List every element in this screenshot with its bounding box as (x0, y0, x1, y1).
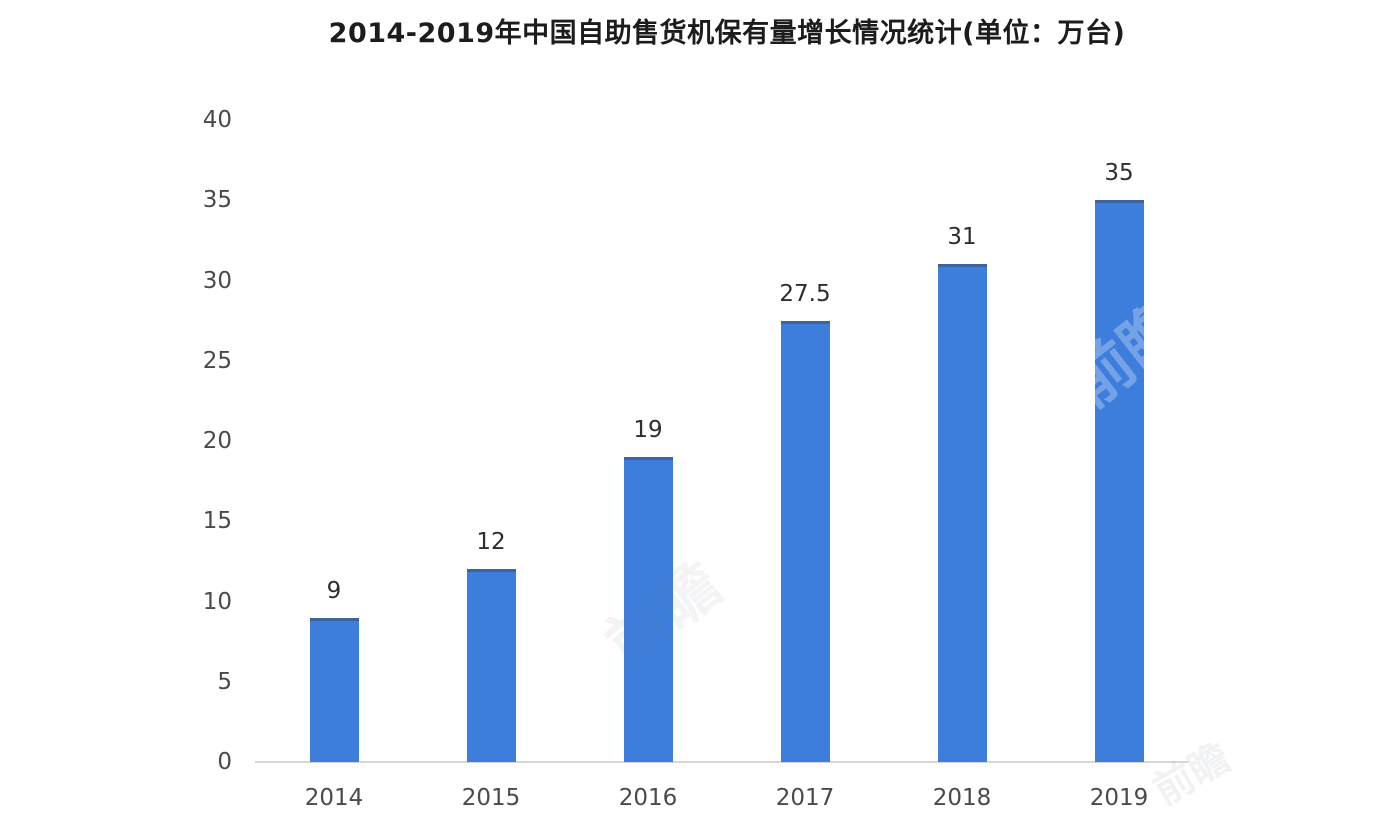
value-label-2017: 27.5 (779, 281, 831, 307)
x-axis-line (255, 761, 1188, 763)
y-tick-label-15: 15 (202, 508, 232, 535)
y-tick-label-10: 10 (202, 588, 232, 615)
y-tick-label-20: 20 (202, 428, 232, 454)
y-tick-label-0: 0 (217, 749, 232, 775)
bar-2019 (1094, 200, 1144, 762)
y-tick-label-30: 30 (202, 267, 232, 294)
value-label-2016: 19 (633, 417, 663, 443)
bar-2018 (937, 264, 987, 762)
y-tick-label-25: 25 (202, 347, 232, 374)
value-label-2018: 31 (947, 224, 977, 250)
bar-2014 (309, 618, 359, 762)
x-tick-label-2017: 2017 (775, 785, 835, 811)
x-tick-label-2016: 2016 (618, 785, 678, 811)
value-label-2019: 35 (1104, 160, 1134, 186)
x-tick-label-2015: 2015 (461, 785, 521, 811)
y-tick-label-40: 40 (202, 107, 232, 133)
bar-2015 (466, 569, 516, 762)
x-tick-label-2014: 2014 (304, 785, 364, 811)
y-tick-label-35: 35 (202, 187, 232, 214)
x-tick-label-2019: 2019 (1089, 785, 1149, 811)
chart-title: 2014-2019年中国自助售货机保有量增长情况统计(单位：万台) (328, 18, 1126, 49)
bar-2017 (780, 321, 830, 762)
y-tick-label-5: 5 (217, 668, 232, 695)
x-tick-label-2018: 2018 (932, 785, 992, 811)
bar-2016 (623, 457, 673, 762)
value-label-2014: 9 (326, 578, 342, 604)
value-label-2015: 12 (476, 529, 506, 555)
